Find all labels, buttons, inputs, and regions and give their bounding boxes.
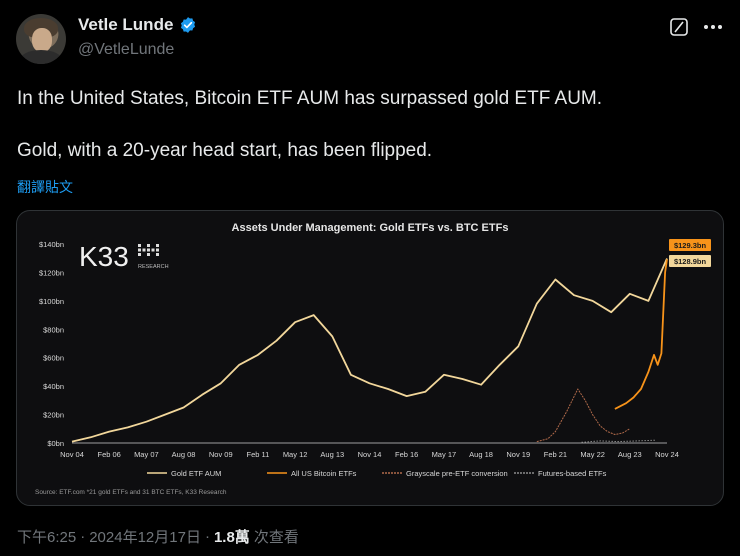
tweet-line-2: Gold, with a 20-year head start, has bee…	[17, 140, 433, 161]
x-tick-label: Nov 04	[60, 450, 84, 459]
x-tick-label: Feb 06	[98, 450, 121, 459]
k33-logo: K33	[79, 241, 129, 272]
avatar[interactable]	[16, 14, 66, 64]
y-tick-label: $40bn	[43, 382, 64, 391]
logo-dot	[147, 248, 150, 252]
series-line-4	[581, 439, 656, 443]
series-line-2	[614, 259, 668, 410]
x-tick-label: May 17	[432, 450, 457, 459]
footer-sep-1: ·	[80, 528, 86, 545]
x-tick-label: Nov 19	[506, 450, 530, 459]
header-actions	[668, 16, 724, 38]
tweet-time[interactable]: 下午6:25	[17, 529, 77, 546]
avatar-face	[32, 28, 52, 52]
tweet-line-1: In the United States, Bitcoin ETF AUM ha…	[17, 88, 603, 109]
x-axis: Nov 04 Feb 06 May 07 Aug 08 Nov 09 Feb 11 May …	[60, 450, 679, 459]
x-tick-label: May 12	[283, 450, 308, 459]
chart-legend: Gold ETF AUM All US Bitcoin ETFs Grayscale…	[147, 469, 607, 478]
logo-dot	[156, 248, 159, 252]
series-line-1	[71, 258, 668, 443]
tweet-media-chart[interactable]: Assets Under Management: Gold ETFs vs. B…	[16, 210, 724, 506]
x-tick-label: Nov 14	[358, 450, 382, 459]
x-tick-label: Aug 13	[320, 450, 344, 459]
y-tick-label: $60bn	[43, 354, 64, 363]
legend-label: Grayscale pre-ETF conversion	[406, 469, 508, 478]
x-tick-label: Aug 18	[469, 450, 493, 459]
tweet-text: In the United States, Bitcoin ETF AUM ha…	[17, 86, 723, 164]
chart-title: Assets Under Management: Gold ETFs vs. B…	[232, 222, 509, 234]
y-tick-label: $120bn	[39, 268, 64, 277]
aum-chart: Assets Under Management: Gold ETFs vs. B…	[35, 222, 711, 496]
y-tick-label: $100bn	[39, 297, 64, 306]
value-label-bg	[669, 239, 711, 251]
logo-dot	[138, 248, 141, 252]
logo-dot	[147, 253, 150, 256]
value-label: $129.3bn	[674, 241, 707, 250]
value-label-bg	[669, 255, 711, 267]
x-tick-label: Nov 24	[655, 450, 679, 459]
end-value-labels: $129.3bn $128.9bn	[669, 239, 711, 267]
grok-icon[interactable]	[668, 16, 690, 38]
translate-link[interactable]: 翻譯貼文	[17, 179, 73, 195]
tweet-footer: 下午6:25 · 2024年12月17日 · 1.8萬 次查看	[17, 526, 299, 547]
y-axis: $0bn $20bn $40bn $60bn $80bn $100bn $120bn $140…	[39, 240, 667, 448]
handle[interactable]: @VetleLunde	[78, 41, 175, 58]
verified-badge-icon[interactable]	[179, 16, 197, 34]
x-tick-label: Aug 23	[618, 450, 642, 459]
logo-dot	[138, 253, 141, 256]
k33-logo-dots-icon	[138, 244, 159, 256]
x-tick-label: Feb 21	[544, 450, 567, 459]
legend-label: Futures-based ETFs	[538, 469, 607, 478]
logo-dot	[142, 248, 146, 252]
views-label: 次查看	[253, 529, 299, 546]
y-tick-label: $140bn	[39, 240, 64, 249]
x-tick-label: Aug 08	[172, 450, 196, 459]
legend-label: All US Bitcoin ETFs	[291, 469, 357, 478]
chart-lines	[71, 258, 668, 443]
chart-source: Source: ETF.com *21 gold ETFs and 31 BTC…	[35, 489, 227, 496]
avatar-shirt	[20, 50, 62, 64]
y-tick-label: $0bn	[47, 439, 64, 448]
legend-label: Gold ETF AUM	[171, 469, 221, 478]
logo-dot	[151, 248, 155, 252]
logo-dot	[147, 244, 150, 247]
y-tick-label: $20bn	[43, 411, 64, 420]
x-tick-label: Feb 16	[395, 450, 418, 459]
value-label: $128.9bn	[674, 257, 707, 266]
logo-dot	[156, 244, 159, 247]
x-tick-label: May 22	[580, 450, 605, 459]
x-tick-label: Feb 11	[247, 450, 270, 459]
logo-dot	[156, 253, 159, 256]
more-icon[interactable]	[702, 16, 724, 38]
view-count: 1.8萬	[213, 529, 250, 546]
y-tick-label: $80bn	[43, 325, 64, 334]
series-line-3	[536, 388, 631, 443]
x-tick-label: May 07	[134, 450, 159, 459]
k33-logo-sub: RESEARCH	[138, 264, 169, 270]
author-row: Vetle Lunde	[78, 15, 197, 35]
logo-dot	[138, 244, 141, 247]
footer-sep-2: ·	[204, 528, 210, 545]
display-name[interactable]: Vetle Lunde	[78, 15, 174, 34]
tweet-date[interactable]: 2024年12月17日	[89, 529, 201, 546]
x-tick-label: Nov 09	[209, 450, 233, 459]
